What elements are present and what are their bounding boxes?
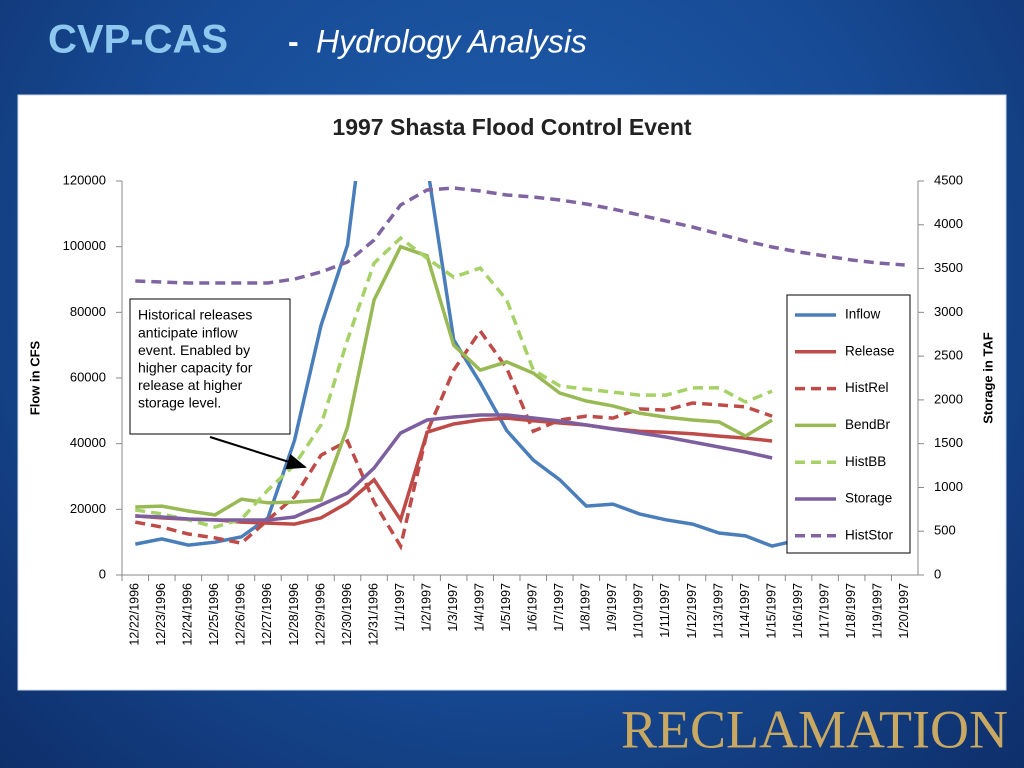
y-tick-label: 20000 — [70, 501, 106, 516]
slide-title-sep: - — [288, 23, 299, 59]
x-tick-label: 12/23/1996 — [154, 583, 168, 646]
x-tick-label: 1/18/1997 — [844, 583, 858, 639]
series-line — [135, 235, 773, 529]
y2-tick-label: 2000 — [934, 391, 963, 406]
x-tick-label: 1/3/1997 — [446, 583, 460, 632]
x-tick-label: 1/17/1997 — [817, 583, 831, 639]
logo: RECLAMATION — [621, 699, 1008, 759]
chart-title: 1997 Shasta Flood Control Event — [332, 114, 691, 140]
y2-tick-label: 500 — [934, 523, 956, 538]
x-tick-label: 1/19/1997 — [870, 583, 884, 639]
x-tick-label: 1/5/1997 — [499, 583, 513, 632]
y2-tick-label: 1500 — [934, 435, 963, 450]
x-tick-label: 1/4/1997 — [472, 583, 486, 632]
x-tick-label: 12/30/1996 — [340, 583, 354, 646]
y2-tick-label: 3500 — [934, 260, 963, 275]
series-line — [135, 413, 773, 522]
x-tick-label: 12/31/1996 — [366, 583, 380, 646]
x-tick-label: 1/9/1997 — [605, 583, 619, 632]
y2-tick-label: 3000 — [934, 304, 963, 319]
y-tick-label: 100000 — [63, 238, 106, 253]
y-axis-label: Flow in CFS — [27, 340, 42, 415]
y2-tick-label: 4500 — [934, 172, 963, 187]
legend-label: Inflow — [845, 307, 881, 322]
x-tick-label: 1/1/1997 — [393, 583, 407, 632]
x-tick-label: 12/22/1996 — [128, 583, 142, 646]
x-tick-label: 1/7/1997 — [552, 583, 566, 632]
x-tick-label: 1/11/1997 — [658, 583, 672, 638]
x-tick-label: 1/20/1997 — [897, 583, 911, 639]
y2-tick-label: 4000 — [934, 216, 963, 231]
y2-tick-label: 2500 — [934, 348, 963, 363]
annotation-text: storage level. — [138, 395, 221, 411]
x-tick-label: 1/14/1997 — [738, 583, 752, 639]
legend-label: BendBr — [845, 417, 891, 432]
x-tick-label: 1/12/1997 — [685, 583, 699, 639]
y-tick-label: 60000 — [70, 369, 106, 384]
legend-label: Storage — [845, 491, 892, 506]
y-tick-label: 40000 — [70, 435, 106, 450]
y-tick-label: 80000 — [70, 304, 106, 319]
legend-label: Release — [845, 343, 895, 358]
x-tick-label: 12/25/1996 — [207, 583, 221, 646]
x-tick-label: 1/15/1997 — [764, 583, 778, 639]
x-tick-label: 1/6/1997 — [526, 583, 540, 632]
y2-tick-label: 0 — [934, 566, 941, 581]
slide-subtitle: Hydrology Analysis — [316, 23, 587, 59]
x-tick-label: 1/13/1997 — [711, 583, 725, 639]
x-tick-label: 1/16/1997 — [791, 583, 805, 639]
legend-label: HistStor — [845, 527, 894, 542]
series-line — [134, 327, 773, 551]
y-tick-label: 120000 — [63, 172, 106, 187]
x-tick-label: 12/24/1996 — [181, 583, 195, 646]
x-tick-label: 12/26/1996 — [234, 583, 248, 646]
series-line — [135, 416, 773, 526]
x-tick-label: 1/10/1997 — [632, 583, 646, 639]
x-tick-label: 1/8/1997 — [579, 583, 593, 632]
y2-tick-label: 1000 — [934, 479, 963, 494]
plot-area — [134, 181, 905, 551]
y2-axis-label: Storage in TAF — [980, 332, 995, 424]
annotation-text: event. Enabled by — [138, 342, 250, 358]
x-tick-label: 1/2/1997 — [419, 583, 433, 632]
annotation-text: Historical releases — [138, 307, 252, 323]
legend-label: HistBB — [845, 454, 886, 469]
x-tick-label: 12/28/1996 — [287, 583, 301, 646]
annotation-text: release at higher — [138, 377, 243, 393]
series-line — [134, 181, 799, 548]
legend-label: HistRel — [845, 380, 889, 395]
annotation-text: anticipate inflow — [138, 324, 239, 340]
annotation-text: higher capacity for — [138, 360, 253, 376]
series-line — [135, 244, 774, 517]
y-tick-label: 0 — [99, 566, 106, 581]
annotation-box — [129, 298, 291, 435]
annotation-arrow — [209, 436, 307, 470]
slide-title: CVP-CAS — [48, 18, 228, 62]
x-tick-label: 12/29/1996 — [313, 583, 327, 646]
series-line — [135, 186, 905, 285]
x-tick-label: 12/27/1996 — [260, 583, 274, 646]
